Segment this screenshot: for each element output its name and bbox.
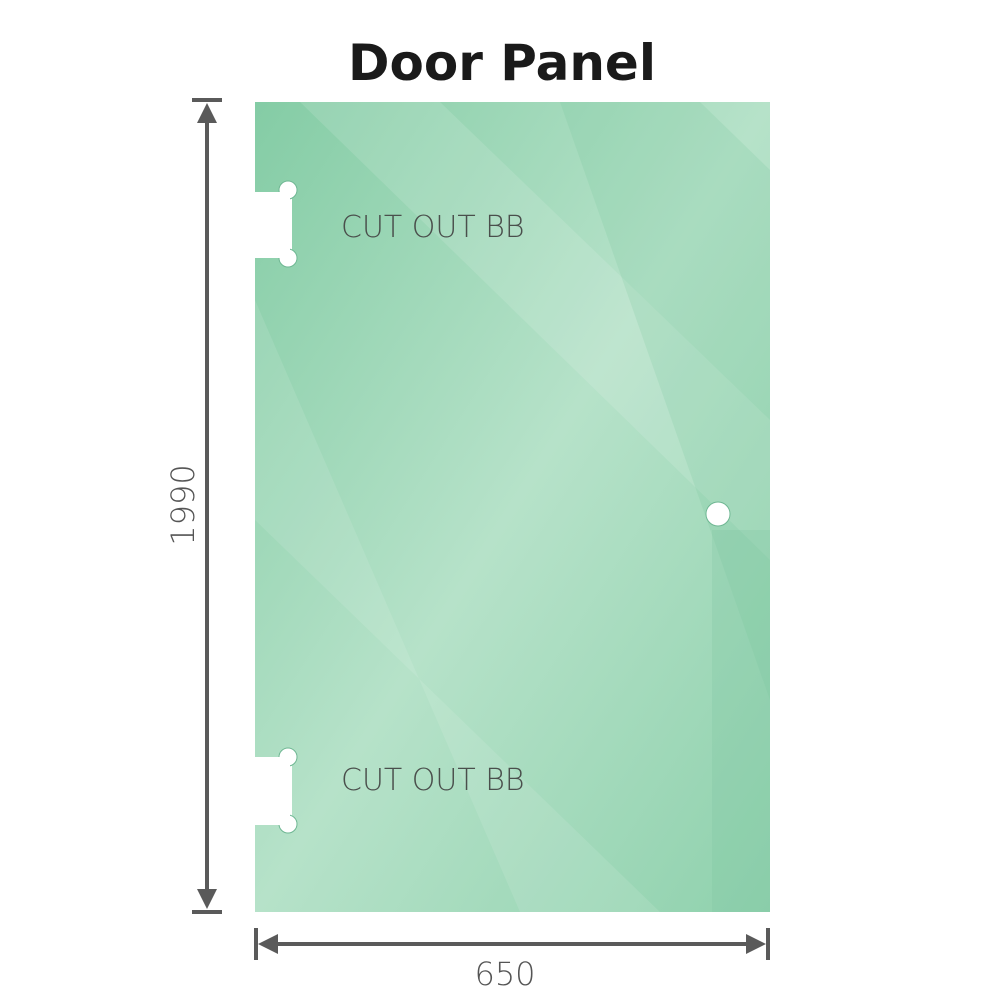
cutout-label-top: CUT OUT BB xyxy=(341,210,525,245)
height-dimension-line xyxy=(192,98,222,914)
cutout-top xyxy=(254,180,298,268)
width-label: 650 xyxy=(474,955,535,993)
width-dimension-line xyxy=(254,928,770,960)
glass-panel xyxy=(255,102,770,912)
cutout-label-bottom: CUT OUT BB xyxy=(341,763,525,798)
height-label: 1990 xyxy=(164,464,202,545)
handle-hole xyxy=(705,501,731,527)
cutout-bottom xyxy=(254,747,298,834)
diagram-title: Door Panel xyxy=(348,34,656,92)
